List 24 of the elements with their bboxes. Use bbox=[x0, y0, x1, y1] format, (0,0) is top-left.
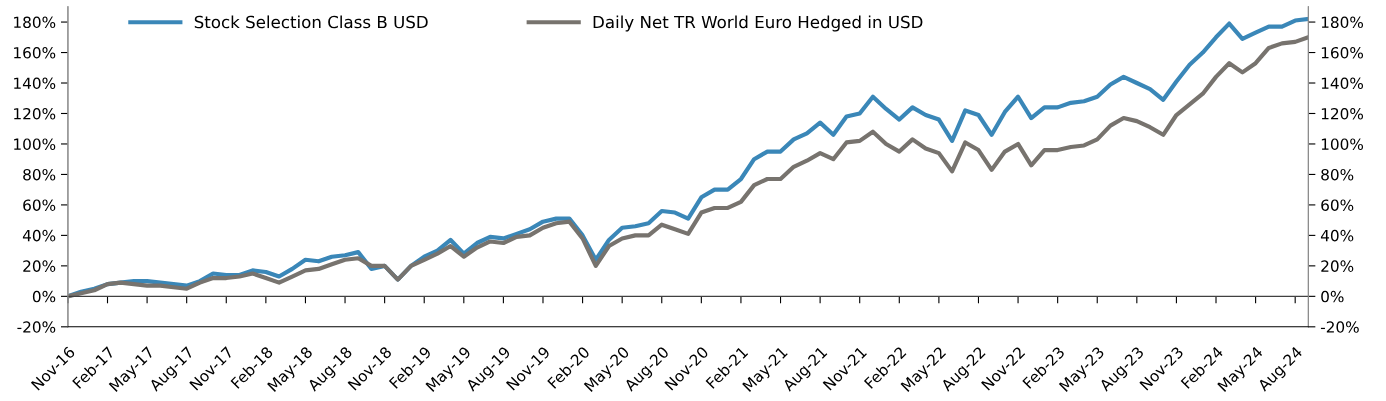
legend-label: Stock Selection Class B USD bbox=[194, 15, 428, 29]
y2-tick-label: 160% bbox=[1321, 47, 1364, 59]
y-tick-label: 20% bbox=[23, 260, 56, 272]
y-tick-label: 0% bbox=[32, 290, 56, 303]
y2-tick-label: 60% bbox=[1321, 199, 1354, 211]
y-tick-label: 100% bbox=[14, 138, 56, 150]
y2-tick-label: 40% bbox=[1320, 229, 1354, 242]
y-tick-label: 160% bbox=[14, 47, 56, 59]
y2-tick-label: 20% bbox=[1321, 260, 1354, 272]
y-tick-label: 40% bbox=[22, 229, 56, 242]
y-tick-label: 60% bbox=[23, 199, 56, 211]
y2-tick-label: 140% bbox=[1321, 77, 1364, 90]
y2-tick-label: 180% bbox=[1321, 16, 1364, 29]
y-tick-label: 120% bbox=[14, 107, 56, 120]
y-tick-label: 80% bbox=[23, 168, 56, 181]
y2-tick-label: 100% bbox=[1321, 138, 1364, 150]
y2-tick-label: 120% bbox=[1321, 107, 1364, 120]
y-tick-label: 140% bbox=[14, 77, 56, 90]
y2-tick-label: -20% bbox=[1320, 321, 1359, 333]
y2-tick-label: 80% bbox=[1321, 168, 1354, 181]
y-tick-label: 180% bbox=[14, 16, 56, 29]
legend-label: Daily Net TR World Euro Hedged in USD bbox=[593, 15, 923, 32]
y2-tick-label: 0% bbox=[1321, 290, 1344, 303]
y-tick-label: -20% bbox=[17, 321, 56, 333]
